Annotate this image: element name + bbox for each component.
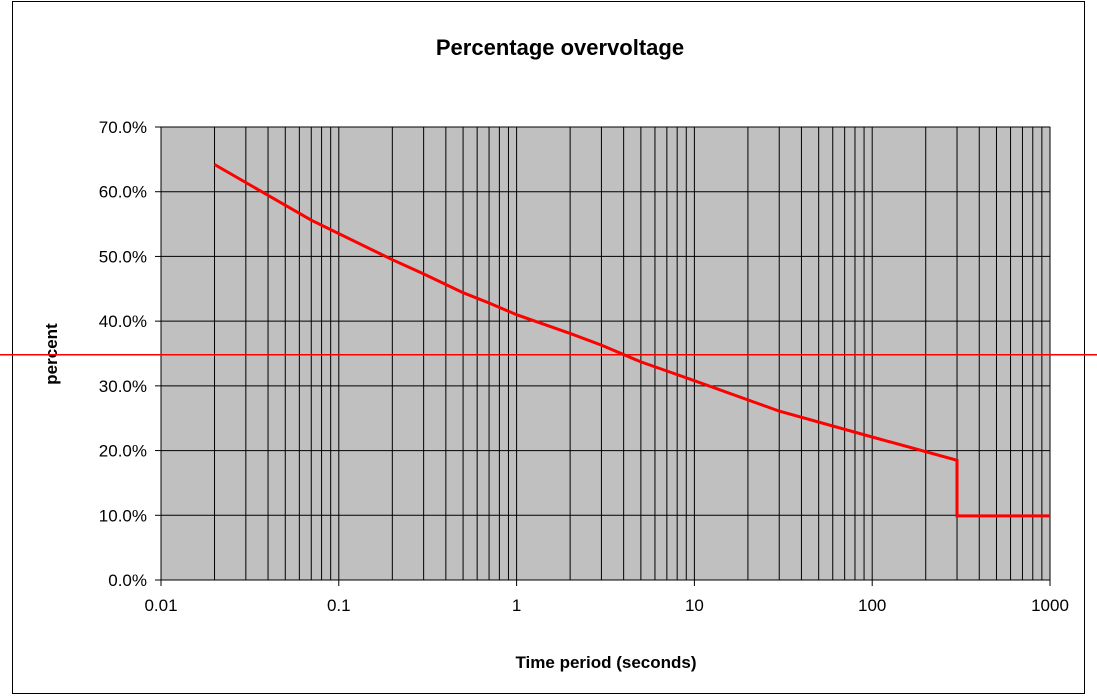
y-tick-label: 0.0%	[108, 571, 147, 590]
y-tick-label: 30.0%	[99, 377, 147, 396]
series-line	[213, 163, 1050, 518]
y-tick-label: 70.0%	[99, 118, 147, 137]
x-tick-label: 0.01	[144, 596, 177, 615]
x-tick-label: 1	[512, 596, 521, 615]
x-tick-labels: 0.01 0.1 1 10 100 1000	[144, 596, 1068, 615]
y-tick-label: 40.0%	[99, 312, 147, 331]
chart-title: Percentage overvoltage	[436, 35, 684, 60]
x-tick-label: 10	[685, 596, 704, 615]
y-tick-labels: 0.0% 10.0% 20.0% 30.0% 40.0% 50.0% 60.0% 70.0%	[99, 118, 147, 590]
series-group	[213, 163, 1050, 518]
x-axis-label: Time period (seconds)	[515, 653, 696, 672]
x-tick-label: 100	[858, 596, 886, 615]
y-tick-label: 50.0%	[99, 247, 147, 266]
y-tick-label: 20.0%	[99, 442, 147, 461]
y-tick-label: 10.0%	[99, 506, 147, 525]
y-tick-label: 60.0%	[99, 183, 147, 202]
y-gridlines	[155, 126, 1051, 586]
y-axis-label: percent	[42, 323, 61, 385]
x-tick-label: 0.1	[327, 596, 351, 615]
x-tick-label: 1000	[1031, 596, 1069, 615]
x-gridlines	[214, 127, 1051, 580]
plot-area	[160, 126, 1051, 581]
